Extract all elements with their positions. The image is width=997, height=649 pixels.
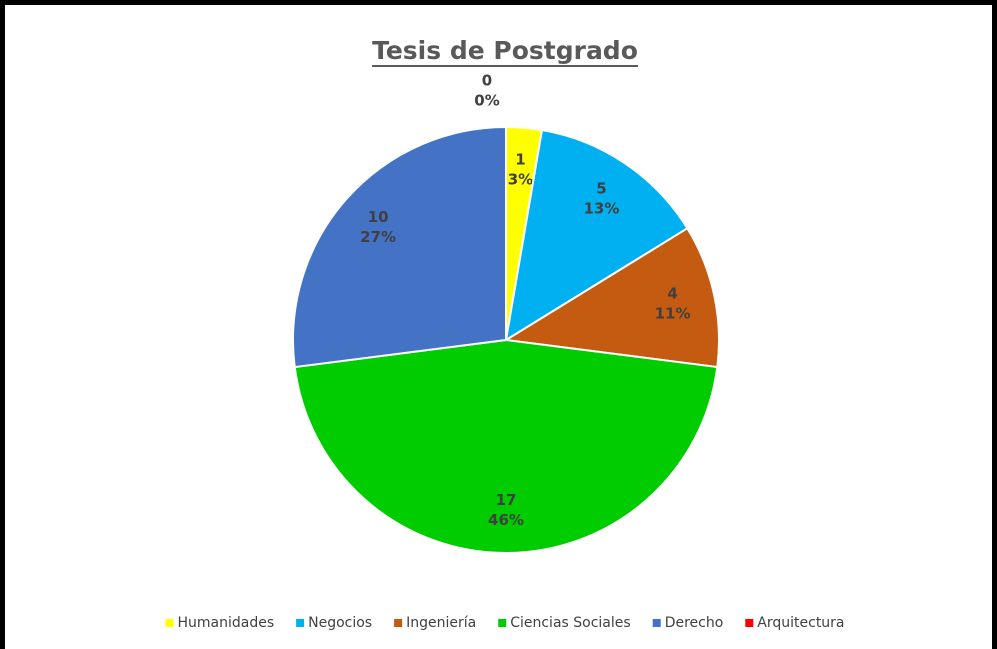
- chart-title: Tesis de Postgrado: [372, 36, 638, 65]
- legend-label: Humanidades: [177, 615, 274, 631]
- data-label-value: 10: [368, 208, 389, 226]
- legend-label: Derecho: [665, 615, 724, 631]
- data-label-value: 17: [496, 491, 517, 509]
- data-label-percent: 11%: [655, 305, 691, 323]
- legend-label: Ciencias Sociales: [510, 615, 630, 631]
- legend-label: Arquitectura: [757, 615, 844, 631]
- data-label-percent: 3%: [508, 171, 533, 189]
- pie-slice: [293, 338, 719, 554]
- legend-label: Ingeniería: [406, 615, 476, 631]
- legend-swatch: [498, 619, 507, 627]
- legend-swatch: [296, 619, 305, 627]
- legend-swatch: [652, 619, 661, 627]
- data-label-percent: 0%: [474, 91, 499, 109]
- data-label-percent: 46%: [488, 511, 524, 529]
- data-label-percent: 13%: [583, 199, 619, 217]
- legend-swatch: [165, 619, 174, 627]
- legend-swatch: [394, 619, 403, 627]
- data-label-value: 0: [482, 71, 492, 89]
- pie-slice: [504, 128, 689, 343]
- legend-swatch: [745, 619, 754, 627]
- legend-label: Negocios: [308, 615, 372, 631]
- data-label-value: 5: [596, 179, 606, 197]
- pie-slice: [292, 125, 507, 369]
- data-label-value: 1: [515, 151, 525, 169]
- data-label-value: 4: [667, 285, 677, 303]
- data-label-percent: 27%: [360, 228, 396, 246]
- pie-slice: [503, 226, 720, 369]
